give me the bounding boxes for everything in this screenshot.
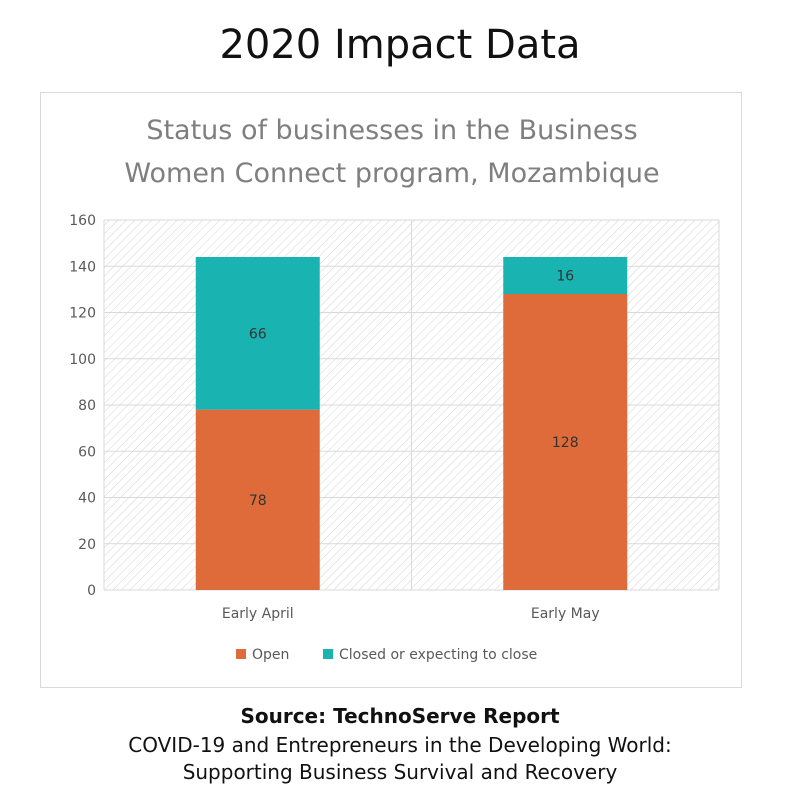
chart-title-line-2: Women Connect program, Mozambique (124, 158, 659, 189)
x-axis: Early April Early May (222, 606, 600, 622)
y-tick-label: 120 (69, 306, 96, 322)
bar-segment-open (195, 409, 320, 590)
y-tick-label: 80 (78, 398, 96, 414)
bar-segment-closed (195, 257, 320, 410)
legend-label-closed: Closed or expecting to close (339, 647, 537, 663)
y-tick-label: 60 (78, 444, 96, 460)
source-label: Source: TechnoServe Report (240, 704, 560, 728)
y-tick-label: 40 (78, 491, 96, 507)
data-label: 66 (249, 326, 267, 342)
bar-segment-closed (503, 257, 628, 294)
report-title-line-2: Supporting Business Survival and Recover… (182, 760, 618, 784)
y-tick-label: 140 (69, 259, 96, 275)
y-tick-label: 160 (69, 213, 96, 229)
y-axis: 0 20 40 60 80 100 120 140 160 (69, 213, 96, 599)
chart-title-line-1: Status of businesses in the Business (146, 115, 637, 146)
legend-swatch-closed (323, 649, 333, 659)
stacked-bar-chart: Status of businesses in the Business Wom… (69, 115, 720, 663)
data-label: 16 (556, 269, 574, 285)
chart-frame: Status of businesses in the Business Wom… (40, 92, 742, 688)
legend: Open Closed or expecting to close (236, 647, 537, 663)
bar-segment-open (503, 294, 628, 590)
x-tick-label: Early April (222, 606, 294, 622)
y-tick-label: 20 (78, 537, 96, 553)
data-label: 128 (552, 435, 579, 451)
legend-label-open: Open (252, 647, 289, 663)
data-label: 78 (249, 493, 267, 509)
y-tick-label: 0 (87, 583, 96, 599)
x-tick-label: Early May (531, 606, 600, 622)
y-tick-label: 100 (69, 352, 96, 368)
legend-swatch-open (236, 649, 246, 659)
page-title: 2020 Impact Data (219, 22, 581, 68)
bars: 78 66 128 16 (195, 257, 628, 590)
report-title-line-1: COVID-19 and Entrepreneurs in the Develo… (128, 733, 672, 757)
